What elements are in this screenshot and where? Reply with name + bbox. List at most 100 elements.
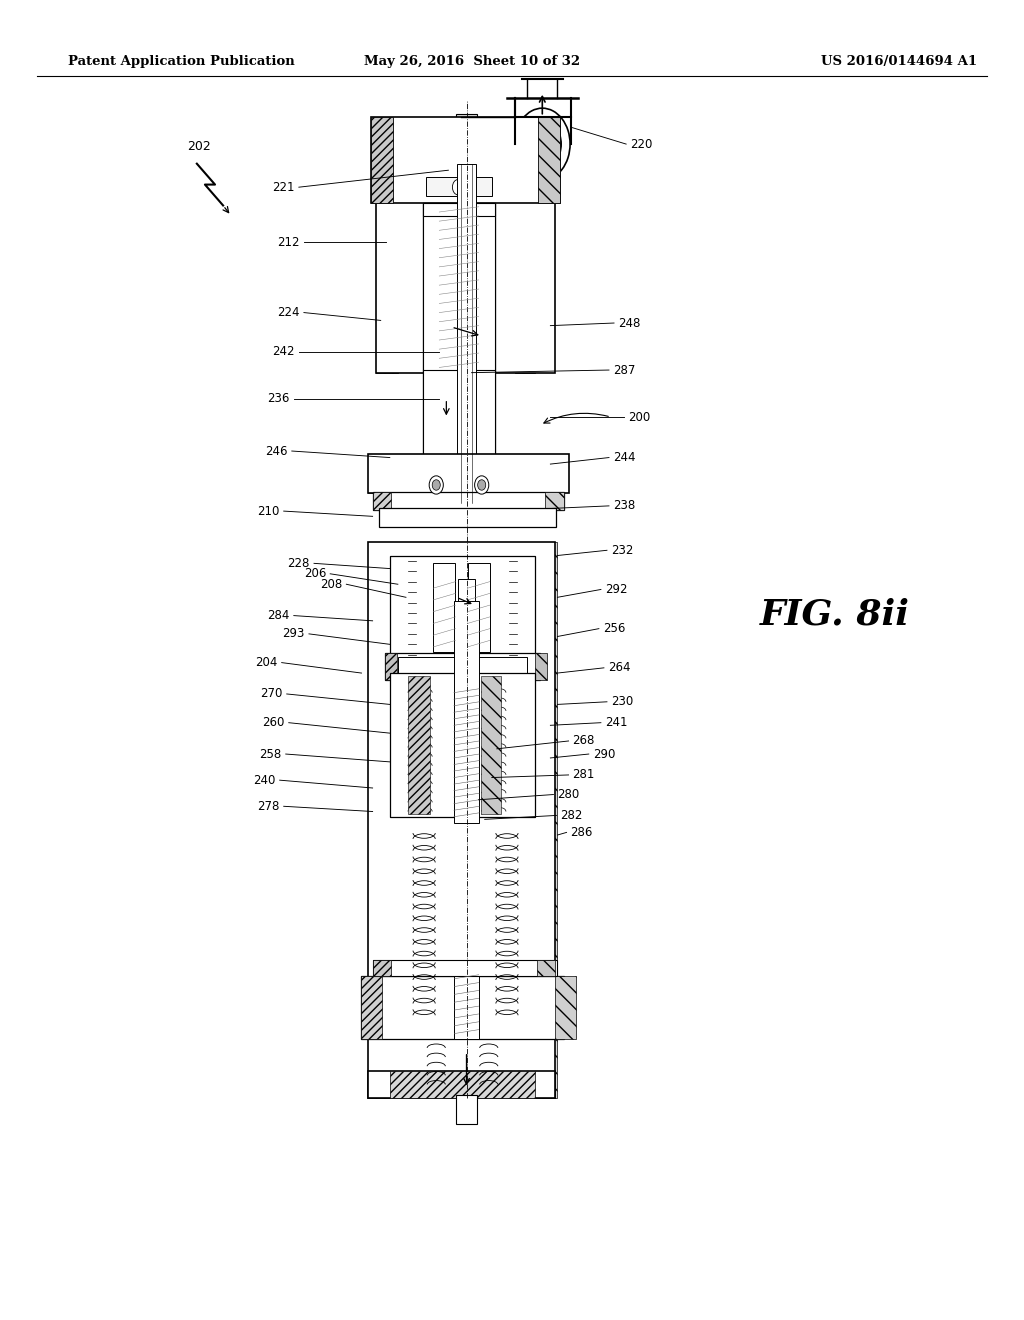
Text: 204: 204 [255, 656, 278, 669]
Circle shape [453, 180, 465, 195]
Bar [368, 543, 390, 1097]
Text: 206: 206 [304, 568, 326, 581]
Bar [457, 1094, 476, 1123]
Text: 286: 286 [570, 826, 593, 840]
Bar [433, 564, 456, 652]
Circle shape [429, 475, 443, 494]
Text: 260: 260 [262, 717, 285, 729]
Circle shape [458, 659, 470, 675]
Bar [379, 508, 556, 527]
Text: 224: 224 [278, 306, 300, 319]
Bar [423, 203, 439, 372]
Bar [398, 657, 527, 676]
Bar [371, 116, 393, 153]
Bar [373, 961, 557, 975]
Bar [536, 653, 548, 680]
Bar [368, 454, 393, 492]
Bar [371, 116, 393, 203]
Circle shape [477, 479, 485, 490]
Circle shape [403, 659, 412, 669]
Bar [478, 203, 495, 216]
Text: 242: 242 [272, 346, 295, 358]
Bar [426, 177, 492, 197]
Bar [536, 543, 557, 1097]
Bar [390, 673, 536, 817]
Text: FIG. 8ii: FIG. 8ii [760, 597, 910, 631]
Text: 202: 202 [186, 140, 211, 153]
Bar [376, 153, 555, 372]
Bar [408, 676, 430, 814]
Bar [390, 657, 536, 671]
Bar [371, 116, 560, 203]
Bar [376, 153, 398, 372]
Bar [455, 968, 478, 1039]
Bar [454, 601, 479, 824]
Bar [423, 203, 439, 216]
Bar [515, 153, 536, 372]
Bar [555, 975, 575, 1039]
Bar [423, 203, 495, 477]
Text: 268: 268 [572, 734, 595, 747]
Text: 256: 256 [603, 622, 626, 635]
Bar [478, 203, 495, 372]
Bar [390, 556, 408, 660]
Bar [546, 491, 563, 510]
Text: May 26, 2016  Sheet 10 of 32: May 26, 2016 Sheet 10 of 32 [364, 55, 580, 69]
Text: 281: 281 [572, 768, 595, 781]
Bar [385, 653, 397, 680]
Bar [468, 564, 489, 652]
Bar [423, 203, 495, 216]
Text: 270: 270 [260, 688, 283, 701]
Text: 278: 278 [257, 800, 280, 813]
Text: 212: 212 [278, 235, 300, 248]
Circle shape [459, 659, 467, 669]
Text: 264: 264 [608, 661, 631, 675]
Text: 240: 240 [253, 774, 275, 787]
Text: 282: 282 [560, 809, 583, 822]
Text: 293: 293 [283, 627, 305, 640]
Text: 284: 284 [267, 609, 290, 622]
Text: US 2016/0144694 A1: US 2016/0144694 A1 [820, 55, 977, 69]
Bar [536, 454, 560, 492]
Text: 221: 221 [272, 181, 295, 194]
Text: 292: 292 [605, 583, 628, 595]
Text: 246: 246 [265, 445, 288, 458]
Text: 210: 210 [257, 504, 280, 517]
Bar [368, 1072, 555, 1097]
Bar [373, 491, 563, 510]
Bar [385, 653, 541, 680]
Text: 258: 258 [259, 747, 282, 760]
Circle shape [475, 475, 488, 494]
Bar [368, 543, 555, 1097]
Text: 287: 287 [613, 363, 635, 376]
Bar [390, 1072, 536, 1097]
Text: 241: 241 [605, 717, 628, 729]
Text: 280: 280 [557, 788, 580, 801]
Circle shape [485, 659, 494, 669]
Text: 232: 232 [611, 544, 634, 557]
Bar [459, 579, 475, 671]
Text: 238: 238 [613, 499, 635, 512]
Bar [423, 203, 495, 372]
Bar [368, 1072, 555, 1097]
Bar [390, 673, 408, 817]
Text: 236: 236 [267, 392, 290, 405]
Bar [517, 556, 536, 660]
Text: 228: 228 [288, 557, 310, 570]
Bar [517, 673, 536, 817]
Text: 230: 230 [611, 696, 633, 709]
Bar [390, 556, 536, 660]
Text: 248: 248 [618, 317, 640, 330]
Bar [520, 116, 543, 153]
Bar [538, 961, 555, 975]
Bar [373, 961, 391, 975]
Bar [423, 370, 495, 477]
Text: 200: 200 [628, 411, 650, 424]
Text: 208: 208 [321, 578, 342, 591]
Text: 290: 290 [593, 747, 615, 760]
Bar [525, 657, 536, 671]
Bar [368, 454, 568, 492]
Bar [539, 116, 560, 203]
Bar [390, 657, 400, 671]
Bar [361, 975, 382, 1039]
